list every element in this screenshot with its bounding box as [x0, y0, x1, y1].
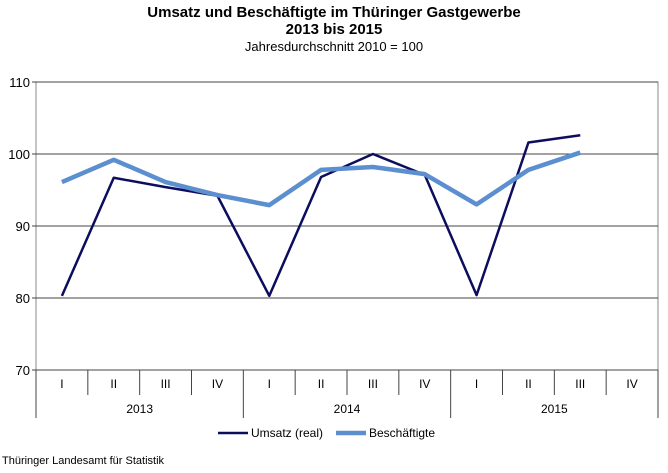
x-group-label: 2013	[126, 402, 153, 416]
x-tick-label: II	[110, 377, 117, 391]
legend-label: Beschäftigte	[369, 426, 435, 440]
x-tick-label: II	[318, 377, 325, 391]
y-tick-label: 80	[16, 291, 30, 306]
x-tick-label: IV	[626, 377, 637, 391]
x-group-label: 2014	[334, 402, 361, 416]
chart-subtitle: Jahresdurchschnitt 2010 = 100	[244, 39, 424, 54]
x-tick-label: IV	[212, 377, 223, 391]
x-tick-label: III	[575, 377, 585, 391]
x-group-label: 2015	[541, 402, 568, 416]
y-tick-label: 110	[9, 75, 30, 90]
y-tick-label: 70	[16, 363, 30, 378]
x-tick-label: III	[368, 377, 378, 391]
x-tick-label: I	[268, 377, 271, 391]
legend-label: Umsatz (real)	[251, 426, 323, 440]
y-tick-label: 100	[8, 147, 30, 162]
x-tick-label: I	[60, 377, 63, 391]
source-note: Thüringer Landesamt für Statistik	[2, 455, 165, 467]
chart-title-line2: 2013 bis 2015	[285, 21, 383, 38]
chart-title: Umsatz und Beschäftigte im Thüringer Gas…	[147, 4, 521, 21]
series-line-umsatz	[60, 134, 581, 298]
x-tick-label: II	[525, 377, 532, 391]
y-tick-label: 90	[16, 219, 30, 234]
x-tick-label: III	[161, 377, 171, 391]
x-tick-label: I	[475, 377, 478, 391]
x-tick-label: IV	[419, 377, 430, 391]
